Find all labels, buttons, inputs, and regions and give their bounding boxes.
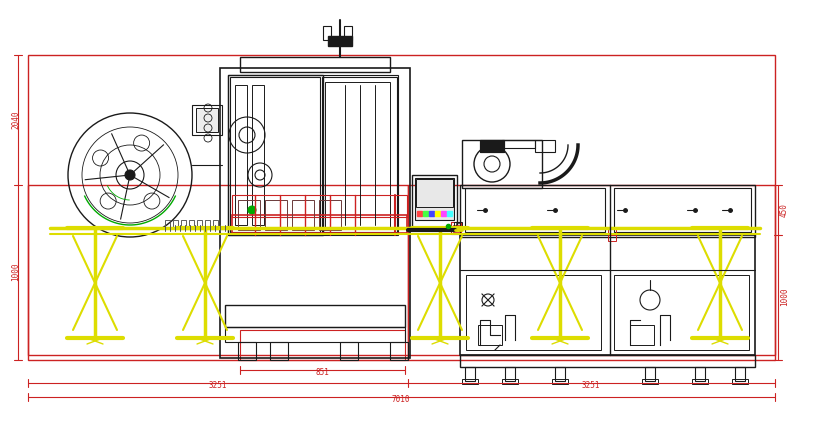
Bar <box>465 367 475 381</box>
Bar <box>480 140 504 152</box>
Bar <box>502 379 518 384</box>
Bar <box>732 379 748 384</box>
Bar <box>344 26 352 40</box>
Bar <box>232 195 407 217</box>
Bar <box>28 185 408 360</box>
Bar <box>478 325 502 345</box>
Bar <box>189 220 194 228</box>
Bar <box>205 220 210 228</box>
Circle shape <box>248 206 256 214</box>
Bar <box>614 275 749 350</box>
Bar <box>451 222 461 234</box>
Bar <box>323 26 331 40</box>
Bar <box>196 108 218 132</box>
Bar <box>608 235 616 241</box>
Bar <box>319 200 341 230</box>
Circle shape <box>125 170 135 180</box>
Bar <box>28 55 775 355</box>
Bar <box>423 211 428 216</box>
Bar <box>240 330 405 360</box>
Text: 1000: 1000 <box>780 288 789 306</box>
Bar <box>225 327 405 342</box>
Bar <box>735 367 745 381</box>
Bar <box>232 215 407 233</box>
Bar <box>435 211 440 216</box>
Bar <box>429 211 434 216</box>
Bar <box>460 185 755 237</box>
Bar <box>454 222 462 230</box>
Bar <box>225 305 405 327</box>
Bar <box>213 220 218 228</box>
Bar <box>456 223 460 228</box>
Bar <box>416 179 453 207</box>
Text: 1000: 1000 <box>11 263 20 281</box>
Bar <box>340 342 358 360</box>
Bar <box>412 175 457 230</box>
Bar <box>192 105 222 135</box>
Bar <box>230 77 320 232</box>
Bar <box>220 68 410 358</box>
Bar <box>417 211 422 216</box>
Bar <box>460 355 755 367</box>
Bar <box>415 178 454 220</box>
Text: 450: 450 <box>780 203 789 217</box>
Bar <box>462 140 542 188</box>
Bar <box>502 140 535 148</box>
Text: 851: 851 <box>315 368 329 377</box>
Bar <box>328 36 352 46</box>
Bar <box>197 220 202 228</box>
Bar <box>408 185 775 360</box>
Bar <box>238 342 256 360</box>
Bar <box>465 188 605 232</box>
Bar <box>228 75 398 235</box>
Bar <box>235 85 247 225</box>
Bar <box>642 379 658 384</box>
Bar <box>240 57 390 72</box>
Bar <box>228 75 323 235</box>
Text: 2040: 2040 <box>11 111 20 129</box>
Text: 3251: 3251 <box>209 381 228 390</box>
Bar <box>173 220 178 228</box>
Bar <box>614 188 751 232</box>
Bar <box>480 140 504 152</box>
Bar <box>238 200 260 230</box>
Text: 3251: 3251 <box>582 381 600 390</box>
Bar <box>645 367 655 381</box>
Bar <box>695 367 705 381</box>
Bar <box>555 367 565 381</box>
Bar <box>453 225 459 232</box>
Bar <box>535 140 555 152</box>
Bar <box>447 211 452 216</box>
Bar <box>252 85 264 225</box>
Bar <box>390 342 408 360</box>
Bar <box>608 228 616 234</box>
Bar <box>441 211 446 216</box>
Bar <box>270 342 288 360</box>
Bar <box>325 82 390 227</box>
Bar <box>181 220 186 228</box>
Bar <box>462 379 478 384</box>
Bar <box>460 235 755 355</box>
Text: 7010: 7010 <box>392 395 411 404</box>
Bar <box>292 200 314 230</box>
Bar <box>692 379 708 384</box>
Bar <box>505 367 515 381</box>
Bar <box>552 379 568 384</box>
Bar <box>322 77 397 232</box>
Bar <box>165 220 170 228</box>
Bar <box>630 325 654 345</box>
Bar <box>265 200 287 230</box>
Bar <box>466 275 601 350</box>
